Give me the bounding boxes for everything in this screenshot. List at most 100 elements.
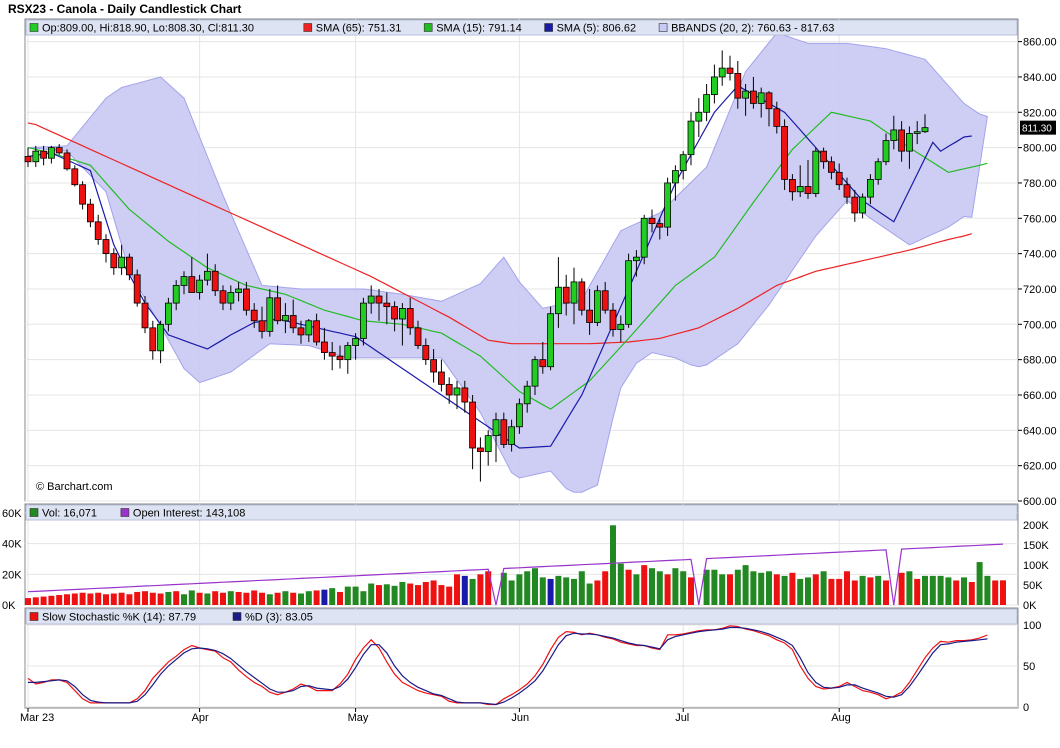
candle <box>835 163 843 191</box>
candle <box>750 76 757 109</box>
chart-title: RSX23 - Canola - Daily Candlestick Chart <box>8 2 242 16</box>
candle <box>422 338 430 365</box>
candle <box>617 315 625 342</box>
candle-body <box>242 288 250 311</box>
price-tick-label: 780.00 <box>1023 178 1057 190</box>
candle-body <box>110 253 118 269</box>
open-interest-tick-label: 50K <box>1023 580 1043 592</box>
candle <box>913 121 921 145</box>
candle-body <box>913 131 921 134</box>
legend-label: Op:809.00, Hi:818.90, Lo:808.30, Cl:811.… <box>42 23 254 35</box>
candle <box>789 174 796 201</box>
volume-bar <box>227 591 234 605</box>
candle-body <box>664 182 671 228</box>
candle-body <box>359 302 367 339</box>
candle <box>211 264 219 297</box>
candle <box>656 218 664 240</box>
price-tick-label: 640.00 <box>1023 425 1057 437</box>
candle <box>242 281 250 316</box>
volume-bar <box>773 574 780 605</box>
candle-body <box>609 309 617 331</box>
date-tick-label: Apr <box>192 712 209 724</box>
candle-body <box>523 385 531 405</box>
candle-body <box>476 447 484 452</box>
candle-body <box>773 108 781 127</box>
candle <box>516 398 523 434</box>
volume-bar <box>914 578 921 605</box>
candle-body <box>789 179 796 193</box>
volume-bar <box>734 569 741 605</box>
candle-body <box>757 92 765 104</box>
candle <box>258 306 266 339</box>
volume-bar <box>836 578 843 605</box>
volume-bar <box>415 585 421 605</box>
volume-bar <box>79 592 86 605</box>
candle-body <box>63 152 71 170</box>
candle-body <box>227 292 235 304</box>
volume-bar <box>758 572 765 605</box>
candle-body <box>695 111 703 122</box>
stochastic-tick-label: 100 <box>1023 620 1041 632</box>
volume-bar <box>812 574 819 605</box>
candle <box>235 281 243 302</box>
legend-label: SMA (65): 751.31 <box>316 23 402 35</box>
date-tick-label: May <box>348 712 369 724</box>
candle-body <box>149 327 157 352</box>
legend-swatch <box>303 23 313 32</box>
candle-body <box>383 302 391 308</box>
last-price-box <box>1020 120 1056 135</box>
candle-body <box>79 184 86 205</box>
volume-bar <box>204 593 211 605</box>
candle-body <box>703 94 710 113</box>
candle <box>414 320 422 350</box>
candle-body <box>71 168 79 186</box>
volume-bar <box>118 592 125 605</box>
candle-body <box>547 313 554 368</box>
price-legend: Op:809.00, Hi:818.90, Lo:808.30, Cl:811.… <box>25 19 1018 36</box>
volume-bar <box>173 591 180 605</box>
candle-body <box>461 387 469 403</box>
candle <box>141 296 149 334</box>
volume-bar <box>844 571 850 605</box>
candle-body <box>679 154 687 171</box>
volume-bar <box>344 586 351 605</box>
candle <box>289 299 297 334</box>
volume-tick-label: 40K <box>2 539 22 551</box>
candle-body <box>835 171 843 186</box>
volume-bar <box>750 571 757 605</box>
volume-tick-label: 0K <box>2 600 16 612</box>
candle <box>227 285 235 311</box>
volume-bar <box>352 586 359 605</box>
candle-body <box>219 290 227 304</box>
candle <box>890 115 898 150</box>
volume-bar <box>828 578 835 605</box>
volume-bar <box>32 597 39 605</box>
volume-bar <box>922 575 928 605</box>
volume-bar <box>797 578 804 605</box>
candle <box>383 292 391 325</box>
candle-body <box>313 320 321 343</box>
date-tick-label: Jul <box>675 712 689 724</box>
candle-body <box>508 426 516 445</box>
candle <box>149 320 157 360</box>
volume-bar <box>383 584 390 605</box>
candle-body <box>453 387 461 396</box>
candle-body <box>921 127 929 133</box>
candle <box>609 303 617 337</box>
candle <box>726 55 734 81</box>
stochastic-legend: Slow Stochastic %K (14): 87.79 %D (3): 83… <box>25 608 1018 625</box>
volume-bar <box>485 571 492 605</box>
candle-body <box>180 276 188 286</box>
volume-bar <box>516 574 523 605</box>
candle <box>110 248 118 275</box>
candle <box>266 288 274 337</box>
volume-bar <box>329 588 336 605</box>
candle-body <box>867 179 874 198</box>
candle <box>87 198 94 228</box>
volume-bar <box>805 577 811 605</box>
candle-body <box>672 170 679 184</box>
candle <box>828 156 835 180</box>
candle-body <box>820 150 827 163</box>
candle <box>867 174 874 205</box>
volume-bars <box>25 525 1006 605</box>
